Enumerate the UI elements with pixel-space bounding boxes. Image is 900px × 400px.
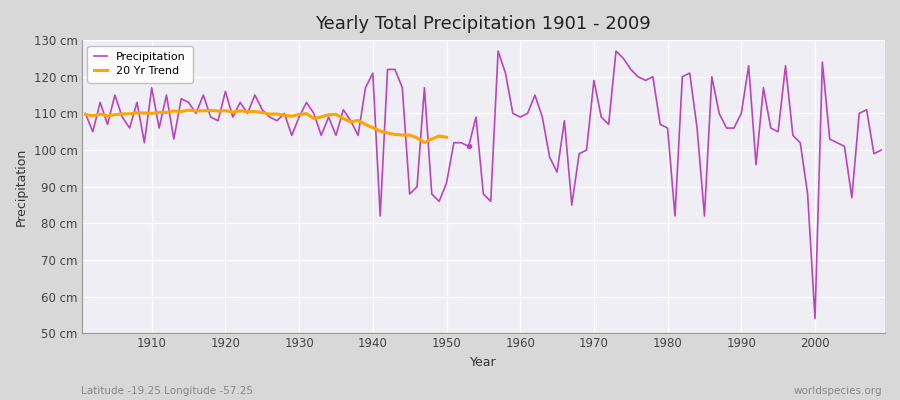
20 Yr Trend xyxy=(316,114,327,119)
20 Yr Trend xyxy=(154,110,165,115)
20 Yr Trend xyxy=(256,110,267,115)
20 Yr Trend xyxy=(242,109,253,114)
20 Yr Trend xyxy=(80,112,91,117)
Precipitation xyxy=(492,49,503,54)
Y-axis label: Precipitation: Precipitation xyxy=(15,148,28,226)
20 Yr Trend xyxy=(176,109,186,114)
Precipitation xyxy=(610,49,621,54)
20 Yr Trend xyxy=(110,112,121,117)
20 Yr Trend xyxy=(309,116,320,121)
Title: Yearly Total Precipitation 1901 - 2009: Yearly Total Precipitation 1901 - 2009 xyxy=(316,15,652,33)
20 Yr Trend xyxy=(390,132,400,137)
20 Yr Trend xyxy=(117,112,128,116)
20 Yr Trend xyxy=(94,112,105,116)
20 Yr Trend xyxy=(330,112,341,117)
Line: Precipitation: Precipitation xyxy=(86,51,881,319)
20 Yr Trend xyxy=(279,113,290,118)
20 Yr Trend xyxy=(191,108,202,113)
Precipitation xyxy=(810,316,821,321)
20 Yr Trend xyxy=(367,125,378,130)
20 Yr Trend xyxy=(265,112,275,116)
Precipitation xyxy=(302,100,312,105)
20 Yr Trend xyxy=(249,109,260,114)
20 Yr Trend xyxy=(212,109,223,114)
20 Yr Trend xyxy=(228,110,238,114)
20 Yr Trend xyxy=(198,108,209,113)
20 Yr Trend xyxy=(382,131,393,136)
20 Yr Trend xyxy=(411,136,422,140)
20 Yr Trend xyxy=(205,108,216,113)
20 Yr Trend xyxy=(360,122,371,127)
20 Yr Trend xyxy=(374,128,385,133)
20 Yr Trend xyxy=(353,118,364,123)
20 Yr Trend xyxy=(434,134,445,138)
X-axis label: Year: Year xyxy=(470,356,497,369)
20 Yr Trend xyxy=(441,135,452,140)
20 Yr Trend xyxy=(147,111,158,116)
20 Yr Trend xyxy=(404,133,415,138)
Legend: Precipitation, 20 Yr Trend: Precipitation, 20 Yr Trend xyxy=(87,46,193,82)
20 Yr Trend xyxy=(102,114,112,118)
20 Yr Trend xyxy=(286,114,297,118)
Text: Latitude -19.25 Longitude -57.25: Latitude -19.25 Longitude -57.25 xyxy=(81,386,253,396)
20 Yr Trend xyxy=(397,133,408,138)
20 Yr Trend xyxy=(293,112,304,117)
20 Yr Trend xyxy=(184,108,194,112)
20 Yr Trend xyxy=(427,137,437,142)
Precipitation xyxy=(515,115,526,120)
20 Yr Trend xyxy=(220,108,230,113)
Precipitation xyxy=(139,140,149,145)
20 Yr Trend xyxy=(235,108,246,113)
Text: worldspecies.org: worldspecies.org xyxy=(794,386,882,396)
Precipitation xyxy=(876,148,886,152)
20 Yr Trend xyxy=(131,110,142,115)
20 Yr Trend xyxy=(272,112,283,116)
20 Yr Trend xyxy=(168,109,179,114)
20 Yr Trend xyxy=(87,113,98,118)
Precipitation xyxy=(522,111,533,116)
20 Yr Trend xyxy=(346,120,356,124)
20 Yr Trend xyxy=(124,112,135,116)
20 Yr Trend xyxy=(338,116,348,121)
Line: 20 Yr Trend: 20 Yr Trend xyxy=(86,110,446,142)
20 Yr Trend xyxy=(161,110,172,115)
Precipitation xyxy=(346,118,356,123)
Precipitation xyxy=(80,111,91,116)
20 Yr Trend xyxy=(323,112,334,117)
20 Yr Trend xyxy=(139,110,149,115)
20 Yr Trend xyxy=(302,111,312,116)
20 Yr Trend xyxy=(419,140,430,145)
